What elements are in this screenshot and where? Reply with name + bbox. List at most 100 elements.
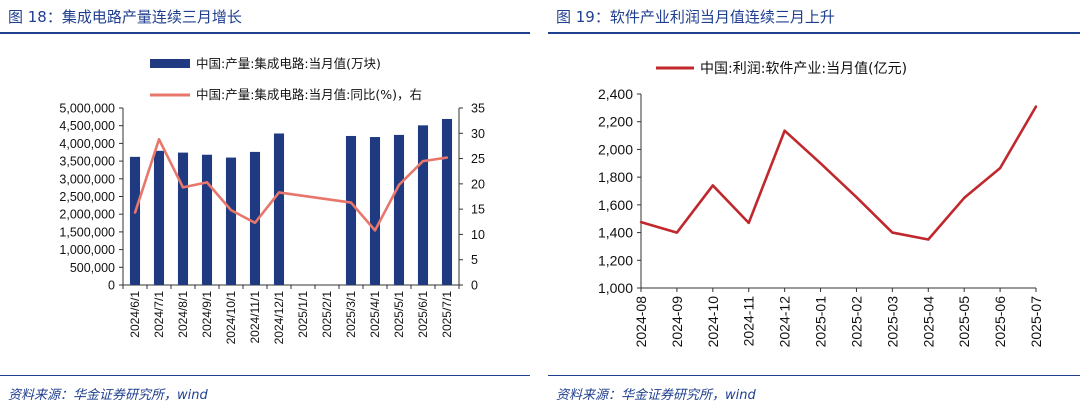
- yoy-point-2025/5/1: [397, 183, 401, 187]
- legend-line-label: 中国:产量:集成电路:当月值:同比(%)，右: [196, 87, 422, 102]
- x-tick-label: 2025-05: [956, 296, 972, 348]
- x-tick-label: 2025/5/1: [392, 291, 406, 338]
- profit-point-2025-04: [927, 238, 930, 241]
- x-tick-label: 2025/6/1: [416, 291, 430, 338]
- left-y-tick-label: 3,500,000: [59, 155, 115, 169]
- left-y-tick-label: 2,000,000: [59, 208, 115, 222]
- left-y-tick-label: 5,000,000: [59, 102, 115, 116]
- right-figure-title: 图 19：软件产业利润当月值连续三月上升: [556, 8, 835, 26]
- bar-2024/10/1: [225, 157, 237, 285]
- left-yoy-line: [133, 138, 449, 232]
- right-title-rule: [548, 32, 1080, 34]
- left-y-tick-label: 1,500,000: [59, 225, 115, 239]
- profit-point-2025-01: [819, 162, 822, 165]
- y-tick-label: 1,000: [598, 280, 633, 296]
- profit-series-line: [640, 105, 1038, 241]
- right-y-tick-label: 30: [471, 127, 485, 141]
- y-tick-label: 1,600: [598, 197, 633, 213]
- right-legend: 中国:利润:软件产业:当月值(亿元): [656, 61, 907, 77]
- yoy-point-2025/7/1: [445, 156, 449, 159]
- left-tick-labels: 0 500,000 1,000,000 1,500,000 2,000,000 2,500…: [59, 102, 485, 345]
- x-tick-label: 2024/6/1: [128, 291, 142, 338]
- bar-2024/9/1: [201, 154, 213, 285]
- yoy-point-2024/10/1: [229, 208, 233, 212]
- x-tick-label: 2024-11: [741, 296, 757, 347]
- y-tick-label: 1,200: [598, 252, 633, 268]
- left-y-tick-label: 4,000,000: [59, 137, 115, 151]
- right-tick-labels: 1,000 1,200 1,400 1,600 1,800 2,000 2,200 2,400…: [598, 86, 1044, 347]
- y-tick-label: 2,000: [598, 141, 633, 157]
- yoy-point-2025/3/1: [349, 201, 353, 204]
- yoy-point-2024/8/1: [181, 186, 185, 189]
- x-tick-label: 2025/1/1: [296, 291, 310, 338]
- right-source: 资料来源：华金证券研究所，wind: [556, 388, 756, 403]
- profit-point-2024-10: [711, 184, 715, 187]
- bar-2025/5/1: [393, 134, 405, 285]
- left-figure-title: 图 18：集成电路产量连续三月增长: [8, 8, 242, 26]
- x-tick-label: 2025-07: [1028, 296, 1044, 348]
- yoy-point-2024/6/1: [133, 211, 137, 214]
- yoy-series-line: [133, 138, 448, 232]
- left-y-tick-label: 0: [108, 279, 115, 293]
- x-tick-label: 2024/10/1: [224, 291, 238, 345]
- legend-bar-swatch: [150, 59, 190, 68]
- x-tick-label: 2025-01: [813, 296, 829, 348]
- left-y-tick-label: 2,500,000: [59, 190, 115, 204]
- x-tick-label: 2025-06: [992, 296, 1008, 348]
- profit-point-2024-09: [675, 231, 679, 234]
- y-tick-label: 1,800: [598, 169, 633, 185]
- x-tick-label: 2024/12/1: [272, 291, 286, 345]
- left-y-tick-label: 4,500,000: [59, 119, 115, 133]
- x-tick-label: 2025-04: [920, 296, 936, 348]
- left-axes: [119, 107, 463, 289]
- yoy-point-2024/9/1: [205, 181, 209, 184]
- right-axes: [637, 93, 1037, 292]
- right-source-rule: [548, 375, 1080, 376]
- yoy-point-2024/11/1: [253, 221, 257, 224]
- left-legend: 中国:产量:集成电路:当月值(万块) 中国:产量:集成电路:当月值:同比(%)，…: [150, 56, 422, 102]
- y-tick-label: 2,200: [598, 114, 633, 130]
- profit-point-2025-06: [998, 166, 1002, 170]
- x-tick-label: 2024/11/1: [248, 291, 262, 344]
- profit-point-2025-02: [855, 196, 858, 199]
- left-title-rule: [0, 32, 530, 34]
- yoy-point-2025/4/1: [373, 229, 377, 232]
- profit-point-2024-08: [639, 220, 643, 224]
- right-profit-line: [639, 105, 1038, 241]
- x-tick-label: 2025/2/1: [320, 291, 334, 338]
- left-source-rule: [0, 375, 530, 376]
- x-tick-label: 2024-08: [633, 296, 649, 348]
- profit-point-2025-03: [891, 231, 894, 234]
- bar-2025/3/1: [345, 135, 357, 285]
- profit-point-2025-05: [962, 196, 966, 200]
- x-tick-label: 2025-02: [848, 296, 864, 348]
- right-y-tick-label: 10: [471, 228, 485, 242]
- right-y-tick-label: 35: [471, 102, 485, 116]
- yoy-point-2024/7/1: [157, 138, 161, 141]
- bar-2024/8/1: [177, 152, 189, 285]
- x-tick-label: 2024-09: [669, 296, 685, 348]
- x-tick-label: 2025/3/1: [344, 291, 358, 338]
- left-y-tick-label: 1,000,000: [59, 243, 115, 257]
- x-tick-label: 2025-03: [884, 296, 900, 348]
- right-chart: 中国:利润:软件产业:当月值(亿元) 1,0001,2001,4001,6001…: [598, 61, 1044, 347]
- x-tick-label: 2024-10: [705, 296, 721, 348]
- legend-profit-label: 中国:利润:软件产业:当月值(亿元): [700, 61, 907, 77]
- x-tick-label: 2024-12: [777, 296, 793, 348]
- x-tick-label: 2025/7/1: [440, 291, 454, 338]
- left-source: 资料来源：华金证券研究所，wind: [8, 388, 208, 403]
- right-y-tick-label: 20: [471, 177, 485, 191]
- right-y-tick-label: 0: [471, 279, 478, 293]
- profit-point-2024-12: [783, 129, 786, 132]
- left-bars: [129, 118, 453, 285]
- y-tick-label: 2,400: [598, 86, 633, 102]
- left-y-tick-label: 3,000,000: [59, 172, 115, 186]
- bar-2025/4/1: [369, 137, 381, 285]
- profit-point-2025-07: [1034, 105, 1038, 108]
- bar-2024/7/1: [153, 150, 165, 285]
- bar-2024/6/1: [129, 156, 141, 285]
- left-figure-panel: 图 18：集成电路产量连续三月增长 中国:产量:集成电路:当月值(万块) 中国:…: [0, 0, 530, 414]
- bar-2025/7/1: [441, 118, 453, 285]
- right-figure-panel: 图 19：软件产业利润当月值连续三月上升 中国:利润:软件产业:当月值(亿元) …: [548, 0, 1080, 414]
- bar-2024/11/1: [249, 151, 261, 285]
